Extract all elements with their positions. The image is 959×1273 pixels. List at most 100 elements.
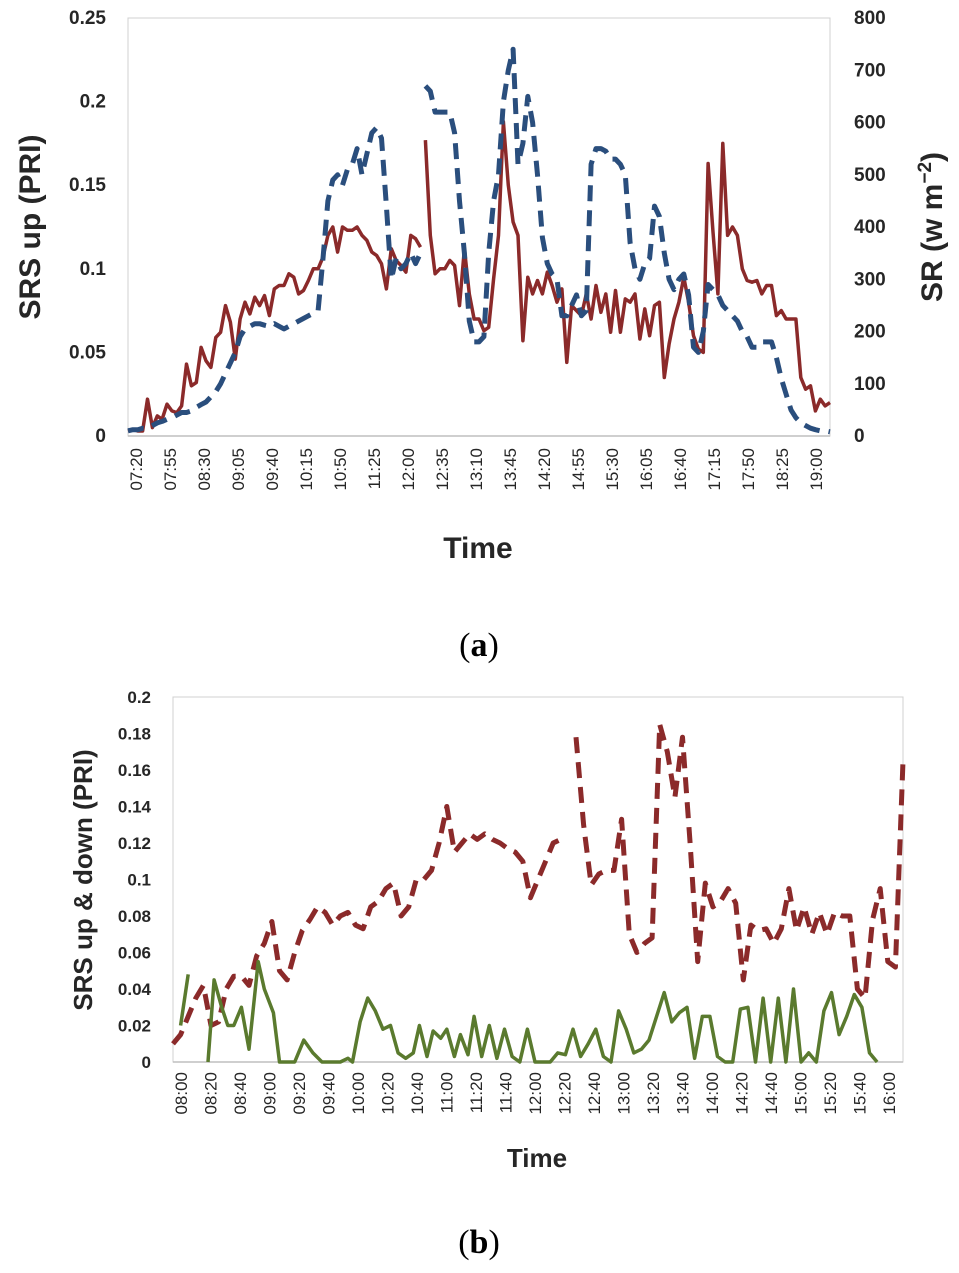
y-tick-label: 0.2 <box>127 688 151 707</box>
y-tick-label: 0.1 <box>80 259 107 280</box>
x-tick-label: 13:00 <box>615 1072 634 1115</box>
x-tick-label: 11:00 <box>438 1072 457 1113</box>
y-tick-label: 0.14 <box>118 798 152 817</box>
chart-a-y-ticks: 0 0.05 0.1 0.15 0.2 0.25 <box>69 8 106 447</box>
x-tick-label: 08:40 <box>231 1072 250 1115</box>
x-tick-label: 12:40 <box>585 1072 604 1115</box>
y-tick-label: 0.05 <box>69 342 106 363</box>
y-tick-label: 0.1 <box>127 871 151 890</box>
x-tick-label: 18:25 <box>773 448 792 491</box>
chart-a-ylabel2-close: ) <box>916 152 949 162</box>
y-tick-label: 0.06 <box>118 944 151 963</box>
y2-tick-label: 200 <box>854 322 886 343</box>
x-tick-label: 12:00 <box>526 1072 545 1115</box>
x-tick-label: 07:20 <box>127 448 146 491</box>
x-tick-label: 09:20 <box>290 1072 309 1115</box>
x-tick-label: 09:40 <box>263 448 282 491</box>
x-tick-label: 08:00 <box>172 1072 191 1115</box>
x-tick-label: 17:50 <box>739 448 758 491</box>
chart-a-x-ticks: 07:20 07:55 08:30 09:05 09:40 10:15 10:50 11:25… <box>127 448 826 491</box>
y-tick-label: 0.2 <box>80 92 106 113</box>
series-line-2 <box>178 974 190 1026</box>
y2-tick-label: 700 <box>854 60 886 81</box>
x-tick-label: 11:20 <box>467 1072 486 1113</box>
chart-b-caption: (b) <box>458 1224 500 1261</box>
y-tick-label: 0.08 <box>118 907 151 926</box>
series-line-2 <box>127 125 423 434</box>
chart-b-caption-open: ( <box>458 1224 469 1261</box>
chart-b-xlabel: Time <box>507 1143 567 1173</box>
y-tick-label: 0.12 <box>118 834 151 853</box>
y-tick-label: 0.25 <box>69 8 106 29</box>
x-tick-label: 14:00 <box>703 1072 722 1115</box>
x-tick-label: 08:20 <box>202 1072 221 1115</box>
x-tick-label: 13:45 <box>501 448 520 491</box>
series-line-2-segment-2 <box>206 959 879 1064</box>
chart-a-ylabel2-sup: −2 <box>915 162 936 184</box>
x-tick-label: 09:05 <box>229 448 248 491</box>
chart-b-y-ticks: 0 0.02 0.04 0.06 0.08 0.1 0.12 0.14 0.16 0.18 0.2 <box>118 688 152 1072</box>
y-tick-label: 0.04 <box>118 980 152 999</box>
series-line-1-segment-2 <box>423 119 831 413</box>
x-tick-label: 09:40 <box>320 1072 339 1115</box>
x-tick-label: 14:20 <box>733 1072 752 1115</box>
chart-b: 00.020.040.060.080.10.120.140.160.180.2 … <box>68 688 906 1261</box>
x-tick-label: 15:40 <box>851 1072 870 1115</box>
x-tick-label: 12:35 <box>433 448 452 491</box>
chart-b-series <box>171 721 906 1064</box>
chart-a-y2-ticks: 0 100 200 300 400 500 600 700 800 <box>854 8 886 447</box>
x-tick-label: 19:00 <box>807 448 826 491</box>
x-tick-label: 15:30 <box>603 448 622 491</box>
y-tick-label: 0 <box>142 1053 151 1072</box>
x-tick-label: 16:05 <box>637 448 656 491</box>
y2-tick-label: 0 <box>854 426 865 447</box>
chart-a-caption-open: ( <box>459 627 470 664</box>
chart-a-ylabel2: SR (w m−2) <box>915 152 949 302</box>
x-tick-label: 09:00 <box>261 1072 280 1115</box>
y2-tick-label: 300 <box>854 269 886 290</box>
y2-tick-label: 500 <box>854 165 886 186</box>
x-tick-label: 14:40 <box>762 1072 781 1115</box>
x-tick-label: 17:15 <box>705 448 724 491</box>
x-tick-label: 12:00 <box>399 448 418 491</box>
x-tick-label: 11:25 <box>365 448 384 489</box>
y-tick-label: 0 <box>95 426 106 447</box>
chart-b-plot-area <box>172 696 904 1063</box>
x-tick-label: 10:20 <box>379 1072 398 1115</box>
x-tick-label: 10:15 <box>297 448 316 491</box>
x-tick-label: 13:10 <box>467 448 486 491</box>
x-tick-label: 15:00 <box>792 1072 811 1115</box>
chart-a-series <box>127 46 831 435</box>
series-line-1 <box>171 804 562 1046</box>
x-tick-label: 16:00 <box>880 1072 899 1115</box>
x-tick-label: 13:40 <box>674 1072 693 1115</box>
y2-tick-label: 400 <box>854 217 886 238</box>
x-tick-label: 12:20 <box>556 1072 575 1115</box>
chart-a-ylabel: SRS up (PRI) <box>14 135 47 320</box>
y2-tick-label: 100 <box>854 374 886 395</box>
chart-b-caption-close: ) <box>488 1224 499 1261</box>
y2-tick-label: 600 <box>854 113 886 134</box>
chart-a-xlabel: Time <box>443 532 512 565</box>
x-tick-label: 07:55 <box>161 448 180 491</box>
x-tick-label: 14:20 <box>535 448 554 491</box>
y-tick-label: 0.18 <box>118 725 151 744</box>
x-tick-label: 16:40 <box>671 448 690 491</box>
chart-a-caption: (a) <box>459 627 499 664</box>
chart-a-plot-area <box>127 17 831 437</box>
chart-a: 0 0.05 0.1 0.15 0.2 0.25 0 100 200 300 400 500 600 7… <box>14 8 949 664</box>
chart-a-caption-close: ) <box>488 627 499 664</box>
chart-b-caption-letter: b <box>470 1224 489 1261</box>
x-tick-label: 13:20 <box>644 1072 663 1115</box>
x-tick-label: 10:50 <box>331 448 350 491</box>
y2-tick-label: 800 <box>854 8 886 29</box>
chart-b-ylabel: SRS up & down (PRI) <box>68 749 98 1010</box>
series-line-1-segment-2 <box>573 721 906 1001</box>
y-tick-label: 0.15 <box>69 175 106 196</box>
chart-a-caption-letter: a <box>471 627 488 664</box>
x-tick-label: 10:40 <box>408 1072 427 1115</box>
x-tick-label: 11:40 <box>497 1072 516 1113</box>
x-tick-label: 10:00 <box>349 1072 368 1115</box>
chart-b-x-ticks: 08:00 08:20 08:40 09:00 09:20 09:40 10:00 10:20… <box>172 1072 899 1115</box>
